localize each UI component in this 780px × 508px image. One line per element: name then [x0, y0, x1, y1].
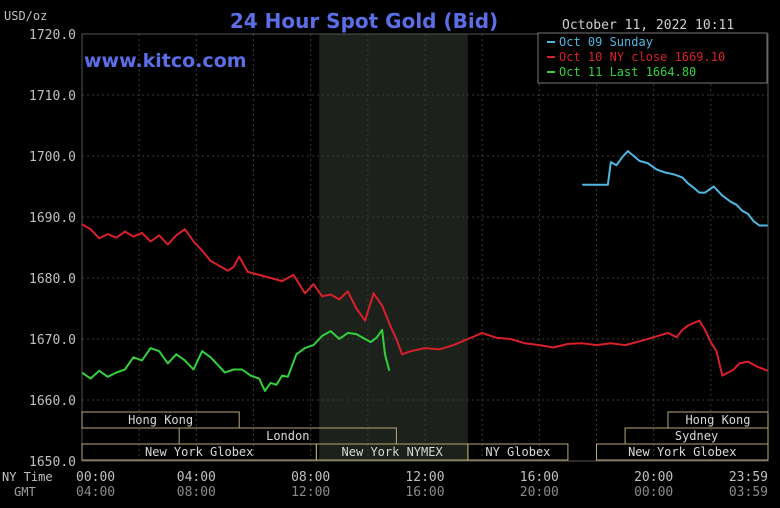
x-tick-gmt: 16:00 [405, 485, 444, 500]
series-line-3 [81, 328, 391, 392]
y-tick-label: 1660.0 [29, 394, 76, 409]
ny-time-label: NY Time [2, 470, 53, 484]
series-line-2 [81, 223, 769, 377]
x-tick-gmt: 04:00 [76, 485, 115, 500]
legend-entry: Oct 09 Sunday [559, 35, 653, 49]
x-tick-gmt: 00:00 [634, 485, 673, 500]
session-box [596, 443, 769, 461]
session-label: Hong Kong [128, 413, 193, 427]
x-tick-gmt: 12:00 [291, 485, 330, 500]
session-label: Hong Kong [685, 413, 750, 427]
x-tick-ny: 04:00 [177, 470, 216, 485]
x-tick-gmt: 03:59 [729, 485, 768, 500]
x-tick-gmt: 08:00 [177, 485, 216, 500]
y-tick-label: 1650.0 [29, 455, 76, 470]
x-tick-ny: 12:00 [405, 470, 444, 485]
series-line-1 [582, 150, 768, 227]
y-tick-label: 1670.0 [29, 333, 76, 348]
y-axis-ticks: 1720.0 1710.0 1700.0 1690.0 1680.0 1670.0 1660… [29, 28, 76, 470]
x-tick-ny: 23:59 [729, 470, 768, 485]
chart-title: 24 Hour Spot Gold (Bid) [230, 9, 498, 33]
timestamp: October 11, 2022 10:11 [562, 18, 734, 33]
plot-frame [81, 33, 769, 462]
session-label: Sydney [675, 429, 718, 443]
legend-box [537, 32, 768, 84]
y-tick-label: 1700.0 [29, 150, 76, 165]
x-tick-ny: 20:00 [634, 470, 673, 485]
session-box [81, 411, 240, 429]
x-tick-ny: 16:00 [520, 470, 559, 485]
y-tick-label: 1720.0 [29, 28, 76, 43]
x-tick-ny: 08:00 [291, 470, 330, 485]
legend-entry: Oct 11 Last 1664.80 [559, 65, 696, 79]
trading-sessions: Hong Kong London New York Globex New York N… [81, 411, 769, 461]
unit-label: USD/oz [4, 9, 47, 23]
x-tick-gmt: 20:00 [520, 485, 559, 500]
y-tick-label: 1690.0 [29, 211, 76, 226]
price-series [81, 150, 769, 392]
legend-entry: Oct 10 NY close 1669.10 [559, 50, 725, 64]
session-label: NY Globex [485, 445, 550, 459]
gmt-label: GMT [14, 485, 36, 499]
session-label: New York NYMEX [342, 445, 444, 459]
website-label: www.kitco.com [84, 50, 247, 72]
session-label: London [266, 429, 309, 443]
ny-session-shade [319, 34, 468, 461]
session-box [467, 443, 569, 461]
x-tick-ny: 00:00 [76, 470, 115, 485]
x-axis-ticks: 00:0004:0004:0008:0008:0012:0012:0016:00… [76, 470, 768, 500]
y-tick-label: 1680.0 [29, 272, 76, 287]
y-tick-label: 1710.0 [29, 89, 76, 104]
session-label: New York Globex [145, 445, 253, 459]
session-label: New York Globex [628, 445, 736, 459]
